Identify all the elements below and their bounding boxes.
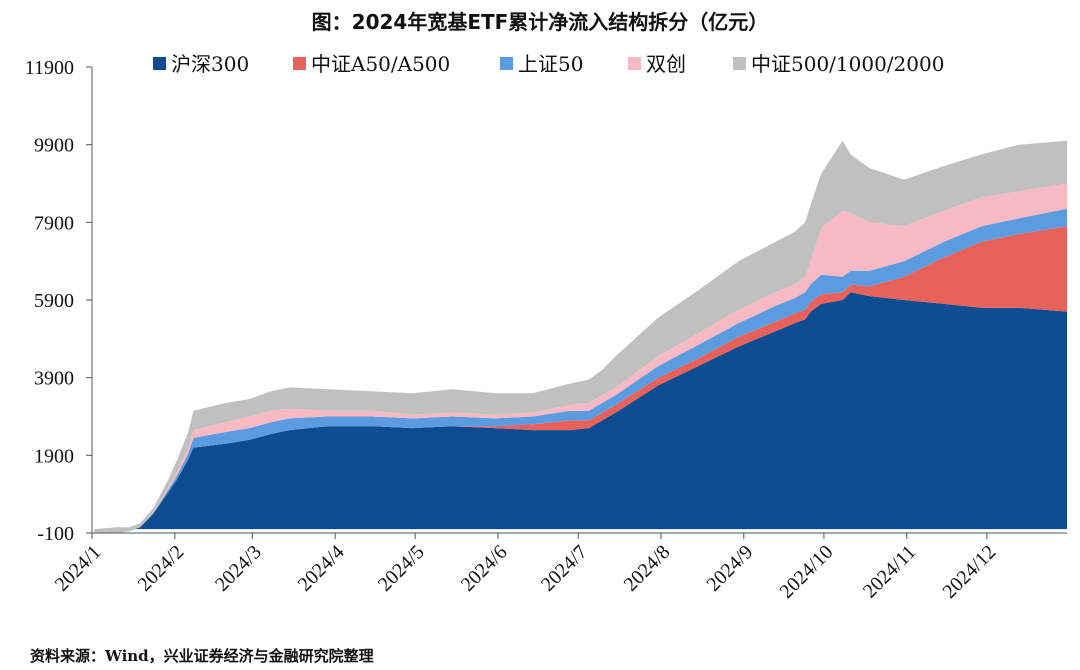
x-tick-label: 2024/8	[620, 541, 675, 596]
legend-swatch	[293, 57, 306, 70]
legend-swatch	[153, 57, 166, 70]
x-tick-label: 2024/5	[374, 541, 429, 596]
legend-swatch	[733, 57, 746, 70]
x-tick-label: 2024/3	[211, 541, 266, 596]
y-tick-label: 1900	[34, 445, 74, 467]
legend: 沪深300 中证A50/A500 上证50 双创 中证500/1000/2000	[153, 52, 944, 76]
legend-swatch	[628, 57, 641, 70]
x-tick-label: 2024/11	[859, 541, 920, 602]
source-note: 资料来源：Wind，兴业证券经济与金融研究院整理	[30, 647, 374, 665]
y-tick-label: 11900	[25, 57, 74, 79]
chart-title: 图：2024年宽基ETF累计净流入结构拆分（亿元）	[311, 10, 769, 34]
x-tick-label: 2024/10	[776, 541, 838, 603]
y-tick-label: 3900	[34, 368, 74, 390]
x-tick-label: 2024/12	[938, 541, 1000, 603]
y-tick-label: 7900	[34, 212, 74, 234]
legend-label: 双创	[646, 52, 686, 76]
x-tick-label: 2024/7	[537, 541, 592, 596]
y-axis: -100 1900 3900 5900 7900 9900 11900	[25, 57, 93, 545]
area-series-2	[94, 208, 1067, 533]
x-axis: 2024/1 2024/2 2024/3 2024/4 2024/5 2024/6 2024…	[51, 532, 1067, 603]
y-tick-label: -100	[37, 523, 74, 545]
x-tick-label: 2024/9	[702, 541, 757, 596]
legend-label: 沪深300	[171, 52, 249, 76]
y-tick-label: 9900	[34, 135, 74, 157]
legend-label: 中证500/1000/2000	[751, 52, 944, 76]
legend-label: 上证50	[518, 52, 583, 76]
area-series-0	[94, 292, 1067, 533]
area-series-4	[94, 140, 1067, 534]
legend-swatch	[500, 57, 513, 70]
y-tick-label: 5900	[34, 290, 74, 312]
legend-label: 中证A50/A500	[311, 52, 450, 76]
x-tick-label: 2024/2	[133, 541, 188, 596]
x-tick-label: 2024/4	[294, 541, 349, 596]
area-series-1	[94, 226, 1067, 533]
series-areas	[94, 140, 1067, 534]
x-tick-label: 2024/1	[51, 541, 106, 596]
x-tick-label: 2024/6	[457, 541, 512, 596]
area-series-3	[94, 183, 1067, 533]
